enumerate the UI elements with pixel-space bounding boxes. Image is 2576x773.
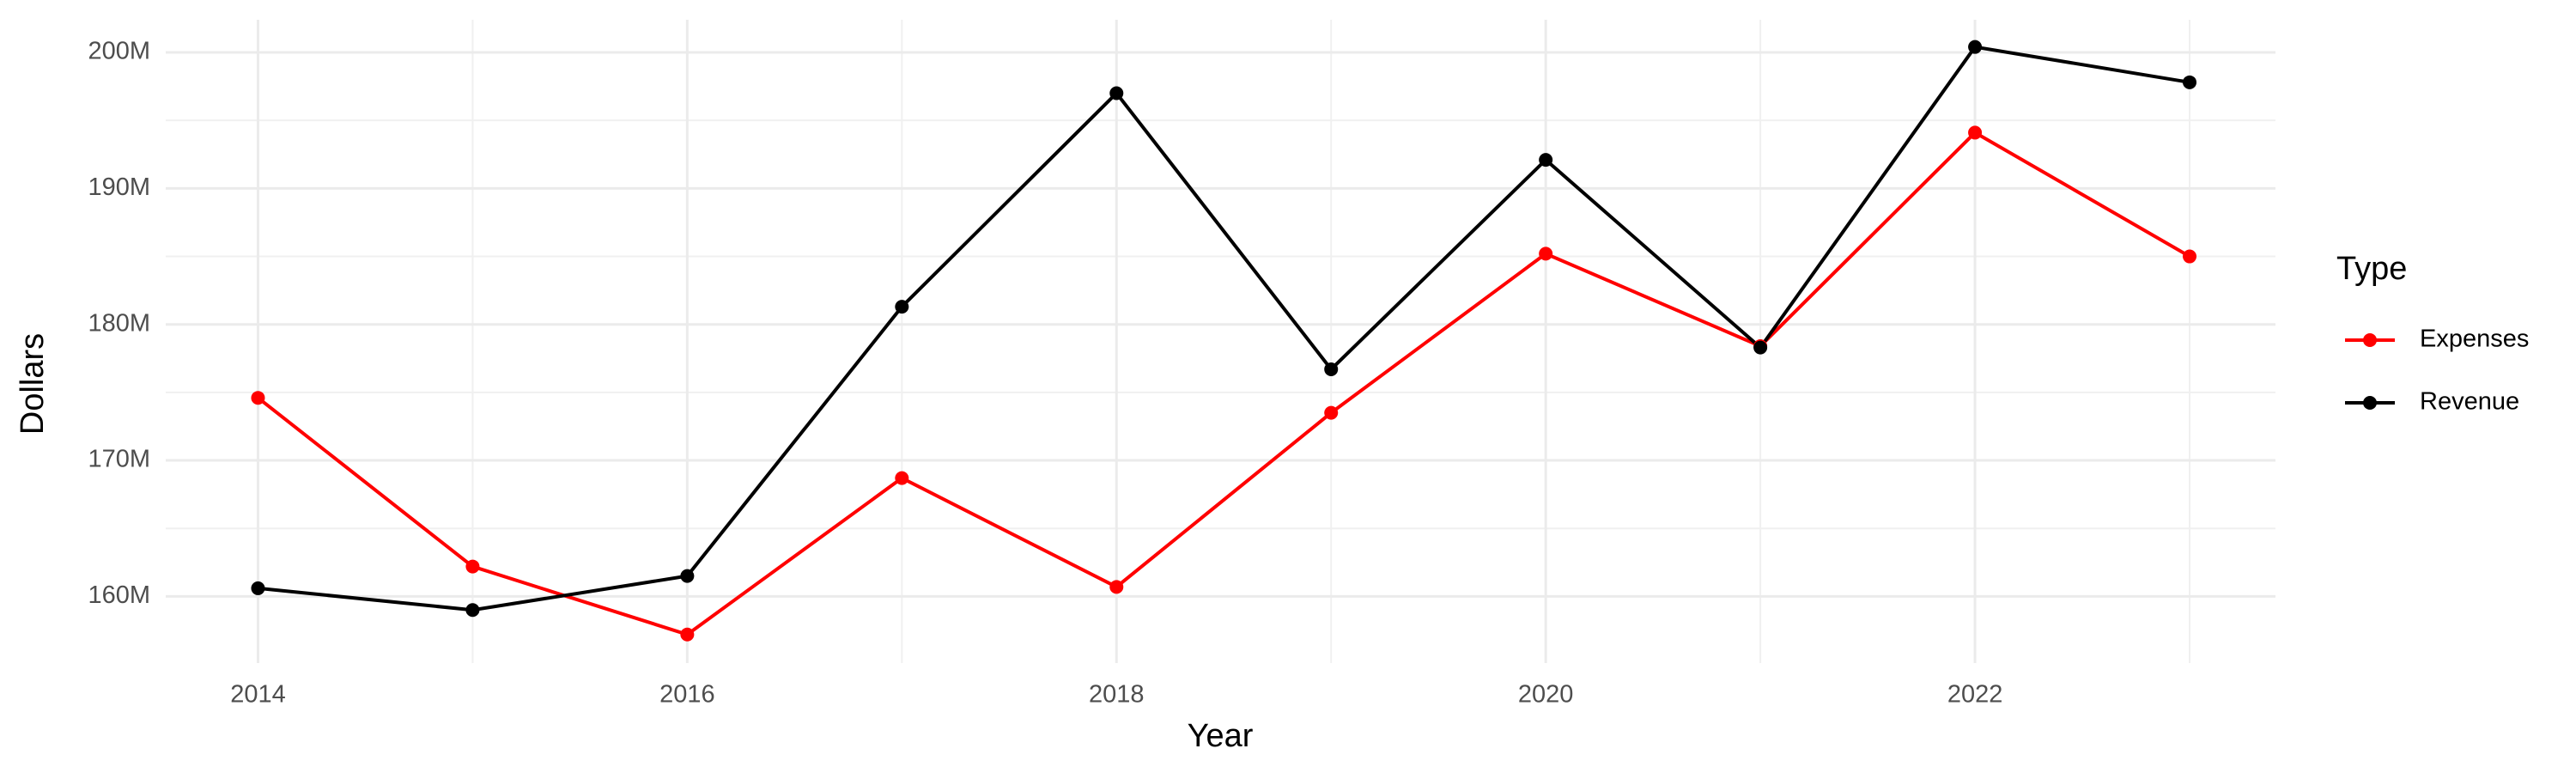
data-point [1324, 405, 1339, 420]
data-point [465, 603, 480, 618]
y-tick-label: 160M [88, 581, 150, 609]
data-point [1539, 153, 1553, 167]
legend-label: Expenses [2420, 326, 2529, 353]
x-axis-title: Year [1188, 718, 1254, 754]
data-point [251, 581, 265, 595]
data-point [465, 559, 480, 574]
x-tick-label: 2014 [230, 681, 286, 709]
y-tick-label: 200M [88, 38, 150, 65]
data-point [680, 627, 695, 642]
legend-title: Type [2336, 251, 2407, 287]
x-tick-label: 2016 [659, 681, 715, 709]
x-tick-label: 2022 [1947, 681, 2003, 709]
data-point [1109, 86, 1124, 100]
y-tick-label: 170M [88, 446, 150, 473]
y-axis-title: Dollars [15, 333, 51, 435]
plot [251, 40, 2197, 642]
data-point [1968, 125, 1983, 140]
y-tick-label: 180M [88, 309, 150, 337]
data-point [1109, 580, 1124, 594]
x-tick-label: 2018 [1089, 681, 1145, 709]
x-tick-label: 2020 [1518, 681, 1574, 709]
data-point [1539, 247, 1553, 261]
data-point [680, 569, 695, 583]
grid [166, 20, 2275, 663]
data-point [895, 300, 909, 314]
data-point [895, 471, 909, 485]
y-tick-label: 190M [88, 173, 150, 201]
data-point [1968, 40, 1983, 54]
series-line [258, 45, 2190, 612]
data-point [251, 391, 265, 405]
legend-label: Revenue [2420, 388, 2519, 416]
legend-marker [2363, 333, 2377, 347]
data-point [2183, 249, 2197, 264]
data-point [1753, 340, 1768, 355]
data-point [2183, 75, 2197, 89]
data-point [1324, 362, 1339, 376]
series-line [257, 130, 2191, 636]
legend-marker [2363, 396, 2377, 410]
